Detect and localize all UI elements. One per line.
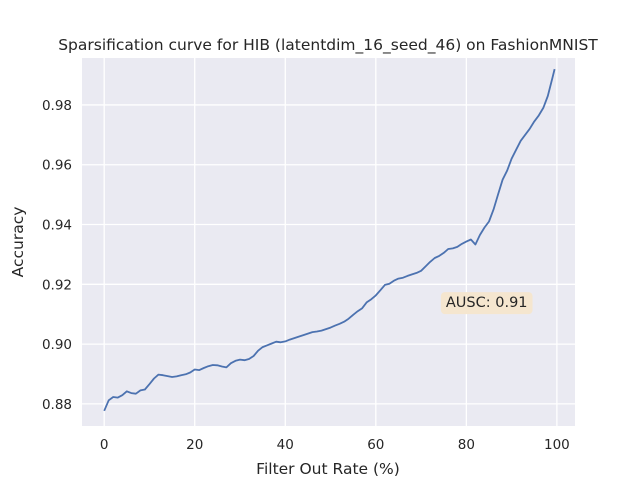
x-tick-label: 100 [544,437,570,453]
x-tick-label: 40 [277,437,294,453]
x-tick-label: 20 [186,437,203,453]
y-tick-label: 0.96 [42,158,72,174]
x-axis-label: Filter Out Rate (%) [256,460,400,478]
y-axis-label: Accuracy [9,207,27,278]
annotation-box [440,292,533,315]
y-tick-label: 0.88 [42,397,72,413]
y-tick-label: 0.94 [42,218,72,234]
annotation-label: AUSC: 0.91 [446,295,528,311]
x-tick-label: 60 [367,437,384,453]
y-tick-label: 0.98 [42,98,72,114]
ausc-annotation: AUSC: 0.91 [440,292,533,315]
x-tick-label: 80 [458,437,475,453]
x-tick-labels: 0 20 40 60 80 100 [100,437,570,453]
accuracy-series-line [103,68,556,412]
y-tick-label: 0.90 [42,337,72,353]
y-tick-labels: 0.88 0.90 0.92 0.94 0.96 0.98 [42,98,72,413]
x-tick-label: 0 [100,437,109,453]
y-tick-label: 0.92 [42,277,72,293]
chart-title: Sparsification curve for HIB (latentdim_… [58,36,598,55]
plot-area [82,58,575,426]
